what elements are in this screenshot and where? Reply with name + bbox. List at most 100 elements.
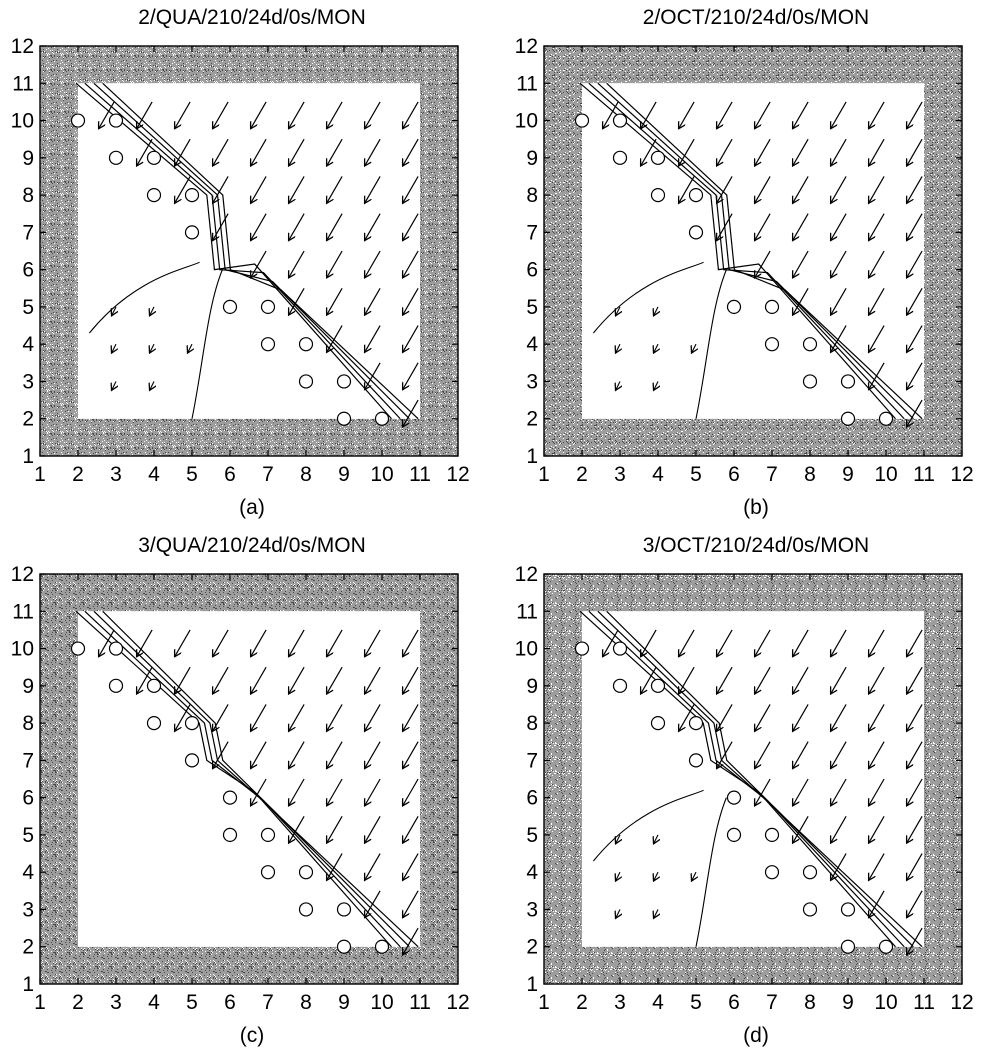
- vector-arrow: [641, 629, 657, 656]
- vector-arrow: [717, 704, 733, 730]
- y-tick-label: 1: [22, 445, 34, 468]
- chart-title: 3/QUA/210/24d/0s/MON: [138, 534, 366, 557]
- vector-arrow: [99, 629, 115, 656]
- vector-arrow: [365, 666, 381, 693]
- y-tick-label: 8: [526, 184, 538, 207]
- axes-frame: [39, 573, 459, 985]
- vector-arrow: [831, 815, 847, 842]
- x-tick-label: 6: [728, 463, 740, 486]
- y-tick-label: 4: [22, 861, 34, 884]
- vector-arrow: [717, 741, 733, 768]
- vector-arrow: [755, 778, 771, 805]
- x-tick-label: 1: [34, 991, 46, 1014]
- vector-arrow: [755, 629, 771, 656]
- x-tick-label: 5: [186, 463, 198, 486]
- chart-panel-d: 3/OCT/210/24d/0s/MON 1 2 3 4 5 6 7 8 9 10 11 12 1 2 3 4…: [504, 528, 1008, 1056]
- vector-arrow: [403, 213, 419, 240]
- y-tick-label: 2: [22, 408, 34, 431]
- vector-arrow: [869, 815, 885, 842]
- panel-label: (c): [239, 1024, 265, 1047]
- y-tick-label: 7: [526, 221, 538, 244]
- dry-cell-circle: [612, 150, 628, 165]
- vector-arrow: [603, 629, 619, 656]
- dry-cell-circle: [764, 865, 780, 880]
- vector-arrow: [755, 101, 771, 128]
- vector-arrow: [793, 213, 809, 240]
- dry-cell-circle: [108, 150, 124, 165]
- y-tick-label: 9: [526, 675, 538, 698]
- x-tick-label: 3: [614, 991, 626, 1014]
- dry-cell-circle: [374, 939, 390, 954]
- x-tick-label: 11: [913, 463, 935, 486]
- vector-arrow: [907, 399, 923, 426]
- vector-arrow: [869, 325, 885, 352]
- vector-arrow-small: [188, 343, 192, 352]
- vector-arrow: [793, 741, 809, 768]
- y-tick-label: 10: [11, 110, 34, 133]
- vector-arrow: [365, 629, 381, 656]
- vector-arrow-small: [654, 871, 658, 880]
- vector-arrow: [289, 176, 305, 202]
- y-tick-label: 10: [11, 638, 34, 661]
- dry-cell-circle: [336, 939, 352, 954]
- vector-arrow: [679, 101, 695, 128]
- vector-arrow-small: [616, 834, 620, 843]
- x-tick-label: 5: [186, 991, 198, 1014]
- dry-cell-circle: [184, 753, 200, 768]
- dry-cell-circle: [336, 374, 352, 389]
- vector-arrow: [289, 741, 305, 768]
- vector-arrow: [99, 101, 115, 128]
- x-tick-label: 11: [913, 991, 935, 1014]
- vector-arrow: [327, 325, 343, 352]
- vector-arrow: [717, 213, 733, 240]
- y-tick-label: 12: [11, 563, 34, 586]
- dry-cell-circle: [650, 678, 666, 693]
- dry-cell-circle: [764, 299, 780, 315]
- dry-cell-circle: [802, 865, 818, 880]
- x-tick-label: 7: [262, 463, 274, 486]
- vector-arrow-small: [654, 909, 658, 917]
- chart-title: 2/OCT/210/24d/0s/MON: [642, 6, 870, 29]
- x-tick-label: 3: [110, 463, 122, 486]
- vector-arrow: [327, 741, 343, 768]
- x-tick-label: 12: [446, 991, 469, 1014]
- x-tick-label: 10: [874, 463, 897, 486]
- y-tick-label: 5: [22, 296, 34, 319]
- vector-arrow: [327, 629, 343, 656]
- bank-line: [588, 82, 905, 420]
- y-tick-label: 7: [22, 221, 34, 244]
- vector-arrow: [365, 138, 381, 165]
- vector-arrow: [403, 399, 419, 426]
- panel-label: (b): [743, 496, 769, 519]
- y-tick-label: 7: [526, 749, 538, 772]
- vector-arrow: [755, 250, 771, 277]
- vector-arrow-small: [692, 871, 696, 880]
- vector-arrow-small: [616, 381, 620, 389]
- vector-arrow: [755, 666, 771, 693]
- vector-arrow: [365, 741, 381, 768]
- vector-arrow: [365, 325, 381, 352]
- vector-arrow: [869, 176, 885, 202]
- vector-arrow: [327, 213, 343, 240]
- model-domain: [582, 83, 924, 419]
- vector-arrow: [403, 815, 419, 842]
- dry-cell-circle: [840, 939, 856, 954]
- vector-arrow-small: [654, 343, 658, 352]
- vector-arrow: [365, 250, 381, 277]
- chart-panel-c: 3/QUA/210/24d/0s/MON 1 2 3 4 5 6 7 8 9 10 11 12 1 2 3 4…: [0, 528, 504, 1056]
- vector-arrow: [327, 853, 343, 880]
- vector-arrow: [717, 176, 733, 202]
- bank-line: [84, 82, 401, 420]
- dry-cell-circle: [222, 827, 238, 843]
- vector-arrow: [793, 287, 809, 314]
- vector-arrow: [365, 176, 381, 202]
- chart-title: 3/OCT/210/24d/0s/MON: [642, 534, 870, 557]
- y-tick-label: 1: [526, 973, 538, 996]
- vector-arrow: [365, 101, 381, 128]
- y-tick-label: 1: [22, 973, 34, 996]
- vector-arrow: [251, 101, 267, 128]
- dry-cell-circle: [222, 790, 238, 805]
- dry-cell-circle: [612, 678, 628, 693]
